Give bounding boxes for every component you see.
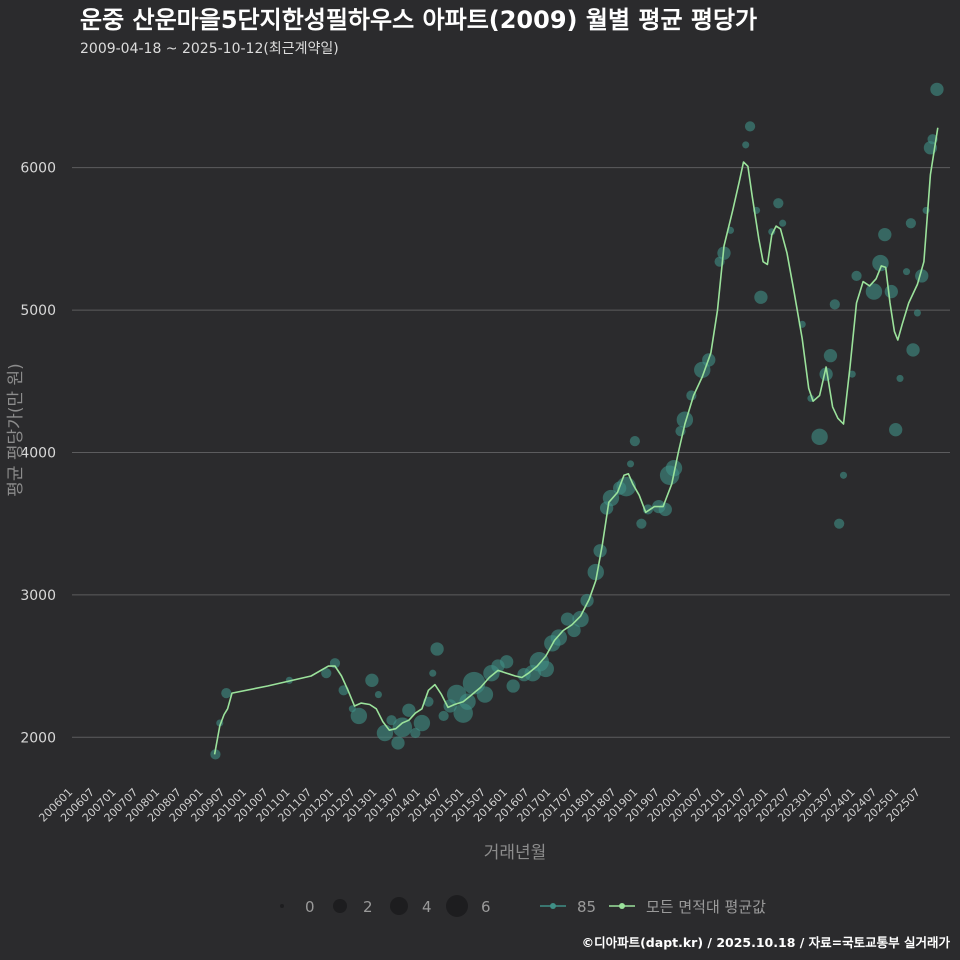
data-point-79 — [848, 370, 856, 378]
data-point-75 — [823, 348, 838, 363]
size-legend-dot-6 — [446, 895, 468, 917]
size-legend-label-6: 6 — [481, 898, 491, 916]
average-line — [213, 127, 939, 755]
data-point-15 — [402, 703, 416, 717]
source-caption: ©디아파트(dapt.kr) / 2025.10.18 / 자료=국토교통부 실… — [582, 935, 951, 950]
data-point-40 — [572, 610, 589, 628]
gridlines — [72, 167, 950, 738]
data-point-14 — [392, 717, 413, 738]
data-points — [210, 82, 944, 760]
data-point-64 — [742, 141, 750, 149]
average-line-group — [213, 127, 939, 755]
data-point-16 — [410, 727, 421, 739]
average-legend-label: 모든 면적대 평균값 — [646, 898, 766, 916]
data-point-31 — [506, 679, 520, 693]
data-point-55 — [665, 459, 683, 477]
data-point-89 — [906, 343, 920, 357]
data-point-69 — [773, 198, 784, 209]
data-point-81 — [865, 283, 883, 300]
data-point-2 — [221, 688, 232, 699]
data-point-50 — [636, 518, 647, 529]
data-point-27 — [476, 686, 494, 703]
size-legend-dot-4 — [390, 897, 408, 915]
y-axis-label: 평균 평당가(만 원) — [6, 363, 26, 497]
data-point-73 — [811, 428, 828, 446]
data-point-10 — [374, 691, 382, 699]
size-legend-dot-2 — [333, 899, 347, 913]
legend: 0 2 4 6 85 모든 면적대 평균값 — [280, 895, 766, 917]
data-point-30 — [500, 655, 514, 669]
data-point-17 — [413, 714, 431, 732]
data-point-78 — [839, 471, 848, 479]
chart-subtitle: 2009-04-18 ~ 2025-10-12(최근계약일) — [80, 41, 339, 57]
data-point-77 — [834, 518, 845, 529]
chart-title: 운중 산운마을5단지한성필하우스 아파트(2009) 월별 평균 평당가 — [80, 6, 757, 34]
x-axis-ticks: 2006012006072007012007072008012008072009… — [36, 786, 922, 825]
data-point-38 — [560, 612, 575, 626]
data-point-35 — [537, 660, 554, 678]
data-point-43 — [593, 544, 607, 558]
data-point-88 — [905, 218, 916, 229]
data-point-95 — [930, 82, 944, 97]
data-point-87 — [902, 268, 911, 276]
data-point-86 — [896, 374, 904, 382]
size-legend-label-4: 4 — [422, 898, 432, 916]
data-point-65 — [744, 121, 756, 132]
data-point-21 — [438, 710, 449, 722]
x-axis-label: 거래년월 — [484, 843, 547, 863]
y-tick-label-4000: 4000 — [20, 445, 56, 461]
data-point-25 — [459, 693, 476, 710]
size-legend-label-2: 2 — [363, 898, 373, 916]
data-point-76 — [829, 299, 840, 310]
data-point-67 — [754, 290, 768, 304]
data-point-41 — [580, 593, 594, 608]
data-point-11 — [376, 724, 394, 742]
y-axis-ticks: 2000 3000 4000 5000 6000 — [20, 161, 56, 747]
data-point-42 — [587, 563, 604, 581]
data-point-48 — [626, 460, 635, 468]
data-point-37 — [550, 629, 568, 646]
data-point-57 — [676, 411, 694, 428]
data-point-9 — [365, 673, 379, 687]
y-tick-label-5000: 5000 — [20, 303, 56, 319]
y-tick-label-3000: 3000 — [20, 588, 56, 604]
size-legend-dot-0 — [280, 904, 284, 908]
data-point-4 — [321, 668, 332, 679]
average-legend-dot — [619, 903, 625, 909]
size-legend-label-0: 0 — [305, 898, 315, 916]
data-point-53 — [658, 502, 672, 517]
data-point-39 — [567, 623, 581, 638]
data-point-84 — [884, 284, 898, 299]
data-point-90 — [913, 309, 921, 317]
data-point-70 — [779, 219, 787, 227]
data-point-74 — [819, 367, 833, 381]
data-point-85 — [889, 423, 903, 437]
y-tick-label-6000: 6000 — [20, 161, 56, 177]
data-point-19 — [429, 669, 437, 677]
y-tick-label-2000: 2000 — [20, 730, 56, 746]
data-point-8 — [350, 707, 368, 725]
data-point-80 — [851, 270, 862, 282]
data-point-20 — [430, 642, 444, 656]
data-point-45 — [602, 489, 620, 507]
data-point-0 — [210, 749, 221, 760]
series-legend-label-85: 85 — [577, 898, 596, 916]
data-point-49 — [629, 435, 640, 447]
series-legend-dot-85 — [550, 903, 556, 909]
data-point-13 — [391, 736, 405, 750]
data-point-83 — [878, 227, 892, 242]
